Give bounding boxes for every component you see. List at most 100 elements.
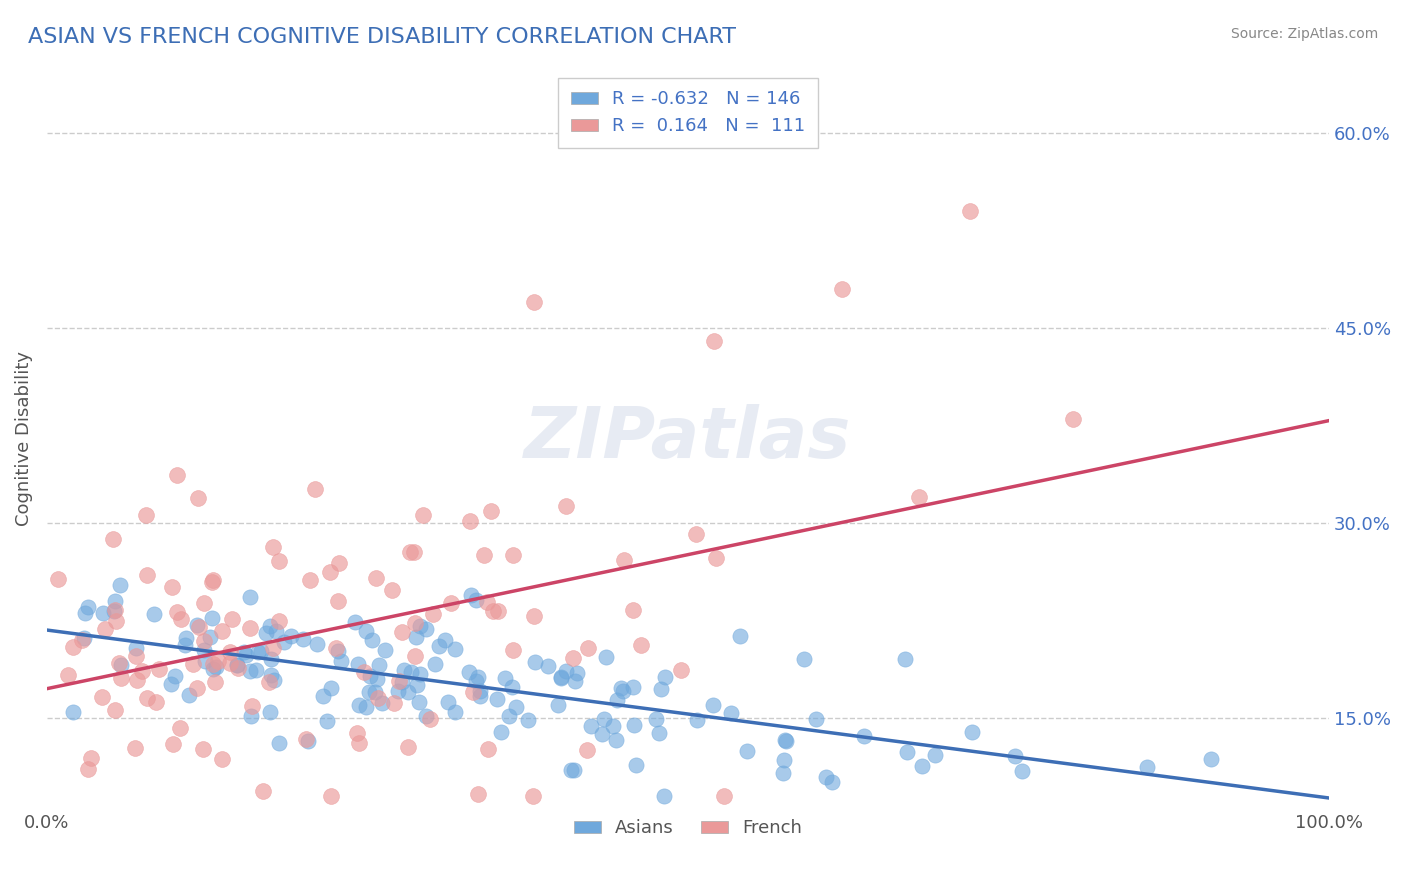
Point: [702, 698, 724, 713]
Point: [110, 672, 132, 686]
Point: [467, 670, 489, 684]
Point: [576, 743, 599, 757]
Point: [219, 645, 242, 659]
Point: [135, 508, 157, 523]
Point: [654, 789, 676, 804]
Point: [294, 731, 316, 746]
Point: [174, 631, 197, 645]
Point: [524, 655, 547, 669]
Point: [260, 668, 283, 682]
Point: [621, 681, 644, 695]
Point: [494, 671, 516, 685]
Point: [80, 751, 103, 765]
Point: [396, 739, 419, 754]
Point: [249, 643, 271, 657]
Point: [326, 594, 349, 608]
Point: [359, 685, 381, 699]
Point: [650, 682, 672, 697]
Point: [264, 624, 287, 639]
Point: [267, 554, 290, 568]
Point: [489, 724, 512, 739]
Point: [103, 604, 125, 618]
Point: [165, 669, 187, 683]
Point: [605, 733, 627, 747]
Point: [91, 606, 114, 620]
Text: ASIAN VS FRENCH COGNITIVE DISABILITY CORRELATION CHART: ASIAN VS FRENCH COGNITIVE DISABILITY COR…: [28, 27, 737, 46]
Point: [145, 695, 167, 709]
Point: [775, 734, 797, 748]
Point: [505, 699, 527, 714]
Point: [422, 607, 444, 622]
Point: [404, 615, 426, 630]
Point: [1062, 412, 1084, 426]
Point: [374, 643, 396, 657]
Point: [263, 673, 285, 687]
Point: [486, 603, 509, 617]
Point: [193, 643, 215, 657]
Point: [187, 491, 209, 505]
Point: [269, 614, 291, 628]
Point: [247, 645, 270, 659]
Point: [412, 508, 434, 522]
Point: [501, 681, 523, 695]
Point: [173, 638, 195, 652]
Point: [703, 334, 725, 349]
Point: [205, 660, 228, 674]
Point: [436, 695, 458, 709]
Point: [367, 691, 389, 706]
Point: [262, 641, 284, 656]
Point: [502, 643, 524, 657]
Point: [592, 712, 614, 726]
Point: [728, 628, 751, 642]
Point: [415, 709, 437, 723]
Point: [201, 574, 224, 589]
Point: [576, 640, 599, 655]
Point: [142, 607, 165, 621]
Point: [523, 609, 546, 624]
Point: [592, 727, 614, 741]
Point: [252, 784, 274, 798]
Point: [257, 674, 280, 689]
Point: [136, 690, 159, 705]
Point: [104, 703, 127, 717]
Point: [201, 611, 224, 625]
Point: [148, 662, 170, 676]
Point: [924, 747, 946, 762]
Point: [110, 578, 132, 592]
Point: [806, 712, 828, 726]
Point: [73, 606, 96, 620]
Point: [305, 637, 328, 651]
Point: [103, 603, 125, 617]
Point: [125, 648, 148, 663]
Point: [202, 574, 225, 588]
Point: [645, 712, 668, 726]
Point: [458, 665, 481, 679]
Point: [356, 700, 378, 714]
Point: [911, 759, 934, 773]
Point: [468, 690, 491, 704]
Point: [170, 612, 193, 626]
Point: [550, 671, 572, 685]
Point: [409, 666, 432, 681]
Point: [280, 630, 302, 644]
Point: [602, 719, 624, 733]
Point: [239, 664, 262, 678]
Point: [550, 670, 572, 684]
Point: [240, 698, 263, 713]
Point: [404, 649, 426, 664]
Point: [498, 709, 520, 723]
Point: [262, 540, 284, 554]
Point: [685, 713, 707, 727]
Point: [124, 740, 146, 755]
Point: [907, 491, 929, 505]
Point: [325, 641, 347, 656]
Point: [194, 654, 217, 668]
Point: [311, 689, 333, 703]
Point: [245, 663, 267, 677]
Point: [537, 658, 560, 673]
Point: [502, 548, 524, 562]
Point: [347, 698, 370, 713]
Point: [624, 758, 647, 772]
Point: [226, 658, 249, 673]
Point: [396, 684, 419, 698]
